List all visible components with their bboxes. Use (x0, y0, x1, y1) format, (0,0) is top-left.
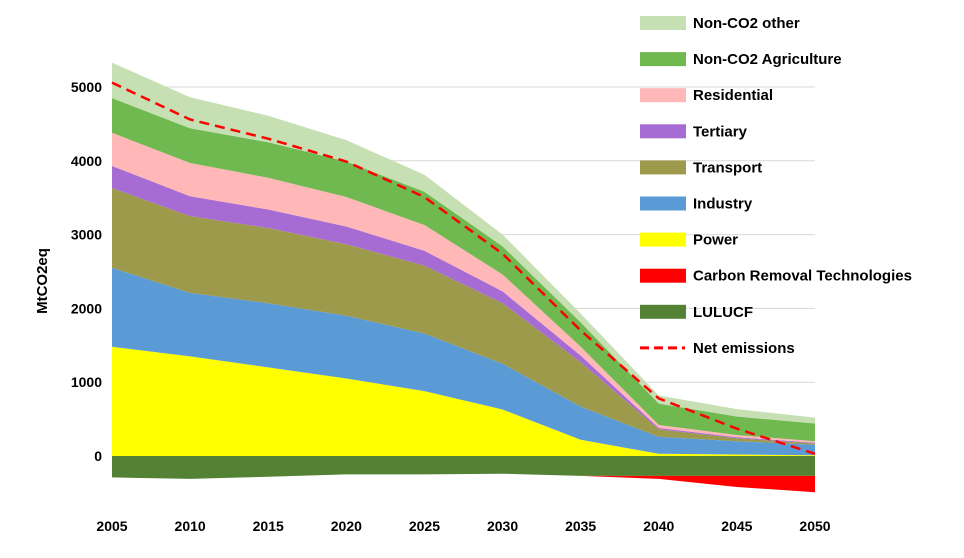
legend-item-transport: Transport (640, 159, 762, 176)
area-series-layer (112, 62, 815, 493)
area-lulucf (112, 456, 815, 479)
y-tick-label-4000: 4000 (71, 153, 102, 169)
legend-swatch-industry (640, 196, 686, 211)
legend-swatch-power (640, 232, 686, 247)
legend-label-net-emissions: Net emissions (693, 340, 795, 357)
area-power (112, 346, 815, 456)
y-tick-label-1000: 1000 (71, 374, 102, 390)
legend-swatch-non-co2-other (640, 16, 686, 30)
legend-item-non-co2-other: Non-CO2 other (640, 15, 800, 32)
x-tick-label-2040: 2040 (643, 518, 674, 534)
x-tick-label-2010: 2010 (175, 518, 206, 534)
legend-label-lulucf: LULUCF (693, 304, 753, 321)
legend-item-non-co2-agriculture: Non-CO2 Agriculture (640, 51, 842, 68)
legend-label-residential: Residential (693, 87, 773, 104)
legend-item-residential: Residential (640, 87, 773, 104)
legend-label-industry: Industry (693, 196, 753, 213)
area-industry (112, 267, 815, 456)
legend-item-lulucf: LULUCF (640, 304, 753, 321)
legend-label-non-co2-other: Non-CO2 other (693, 15, 800, 32)
area-transport (112, 188, 815, 445)
legend-item-net-emissions: Net emissions (640, 340, 795, 357)
axes: 0 1000 2000 3000 4000 5000 2005 2010 2015 2020 202… (71, 79, 831, 534)
x-tick-label-2045: 2045 (721, 518, 752, 534)
legend-label-transport: Transport (693, 159, 762, 176)
legend: Non-CO2 other Non-CO2 Agriculture Resident… (640, 15, 912, 357)
legend-label-carbon-removal-technologies: Carbon Removal Technologies (693, 268, 912, 285)
x-tick-label-2020: 2020 (331, 518, 362, 534)
y-tick-label-0: 0 (94, 448, 102, 464)
legend-item-power: Power (640, 232, 738, 249)
legend-swatch-tertiary (640, 124, 686, 139)
y-axis-label: MtCO2eq (34, 248, 51, 314)
y-tick-label-3000: 3000 (71, 227, 102, 243)
legend-item-tertiary: Tertiary (640, 123, 748, 140)
area-non-co2-agriculture (112, 98, 815, 442)
x-tick-label-2050: 2050 (799, 518, 830, 534)
x-tick-label-2005: 2005 (96, 518, 127, 534)
legend-swatch-transport (640, 160, 686, 175)
x-tick-label-2030: 2030 (487, 518, 518, 534)
area-non-co2-other (112, 62, 815, 424)
legend-swatch-carbon-removal-technologies (640, 268, 686, 283)
x-tick-label-2035: 2035 (565, 518, 596, 534)
area-residential (112, 132, 815, 443)
legend-swatch-lulucf (640, 304, 686, 319)
area-tertiary (112, 166, 815, 444)
y-tick-label-5000: 5000 (71, 79, 102, 95)
legend-swatch-residential (640, 88, 686, 103)
legend-item-industry: Industry (640, 196, 753, 213)
legend-label-power: Power (693, 232, 738, 249)
y-tick-label-2000: 2000 (71, 300, 102, 316)
legend-item-carbon-removal-technologies: Carbon Removal Technologies (640, 268, 912, 285)
legend-label-tertiary: Tertiary (693, 123, 748, 140)
legend-label-non-co2-agriculture: Non-CO2 Agriculture (693, 51, 842, 68)
x-tick-label-2015: 2015 (253, 518, 284, 534)
legend-swatch-non-co2-agriculture (640, 52, 686, 67)
x-tick-label-2025: 2025 (409, 518, 440, 534)
